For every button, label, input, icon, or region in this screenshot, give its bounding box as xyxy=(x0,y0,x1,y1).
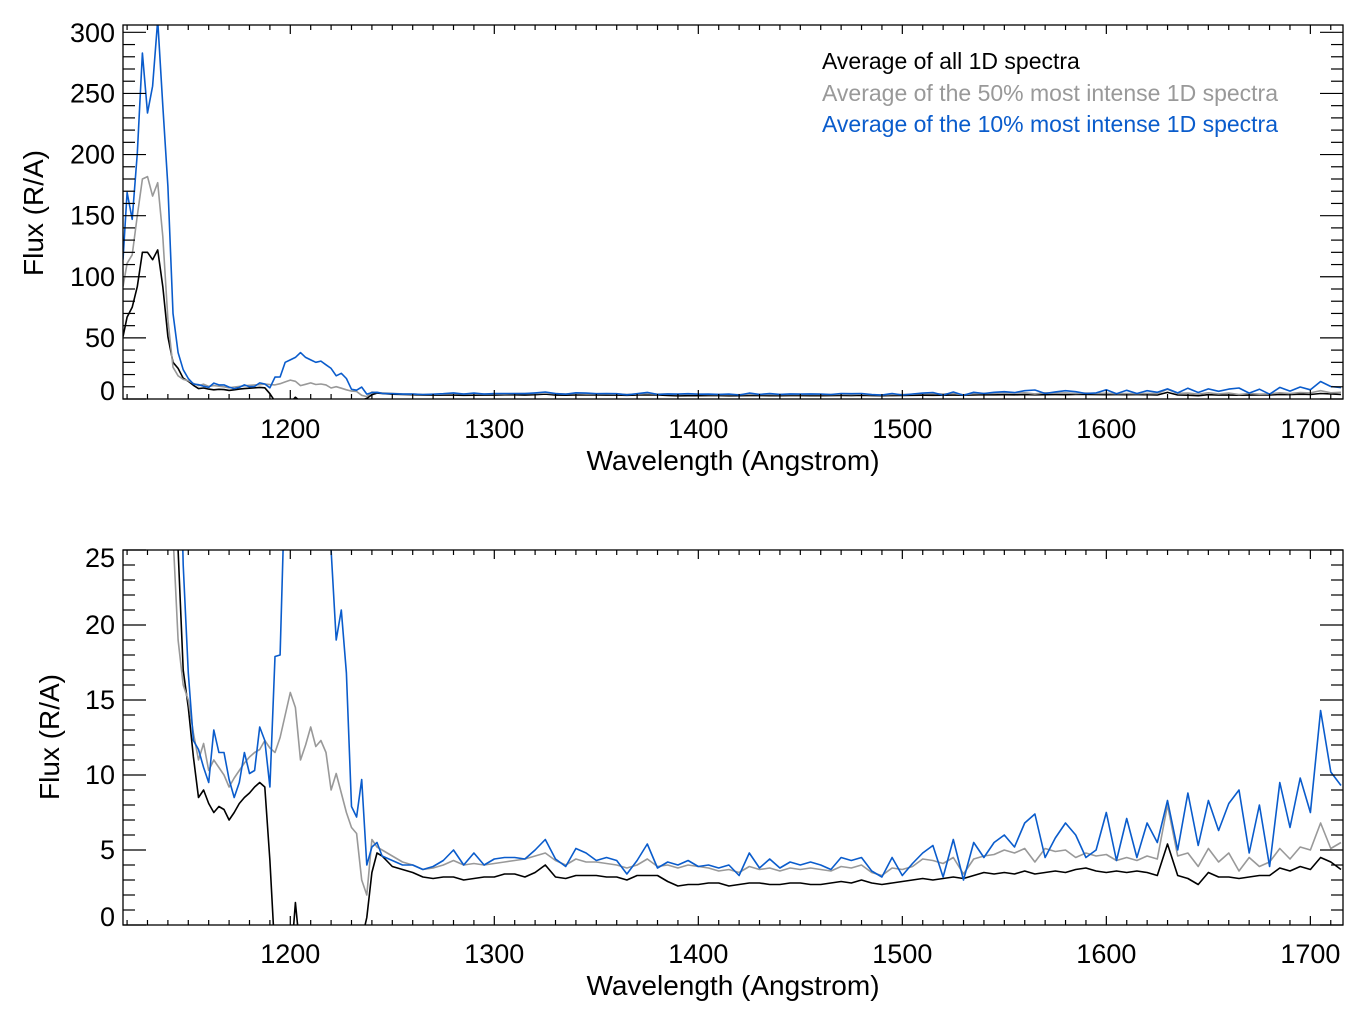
legend-item-all: Average of all 1D spectra xyxy=(822,48,1080,74)
x-axis-title: Wavelength (Angstrom) xyxy=(586,445,879,476)
series-line-all xyxy=(177,550,1342,925)
y-tick-label: 20 xyxy=(85,610,115,640)
x-tick-label: 1400 xyxy=(668,414,728,444)
series-line-p50 xyxy=(172,550,1342,896)
x-axis-title: Wavelength (Angstrom) xyxy=(586,970,879,1001)
y-tick-label: 0 xyxy=(100,902,115,932)
y-tick-label: 10 xyxy=(85,760,115,790)
x-tick-label: 1300 xyxy=(464,414,524,444)
x-tick-label: 1200 xyxy=(260,414,320,444)
series-line-p10 xyxy=(182,550,1342,881)
plot-frame xyxy=(122,24,1344,400)
y-tick-label: 200 xyxy=(70,140,115,170)
top-panel-full-range: Wavelength (Angstrom) Flux (R/A) 1200 130… xyxy=(18,18,1344,476)
x-tick-label: 1400 xyxy=(668,939,728,969)
x-tick-label: 1300 xyxy=(464,939,524,969)
series-line-p50 xyxy=(123,175,1342,398)
y-tick-label: 50 xyxy=(85,323,115,353)
y-tick-label: 100 xyxy=(70,262,115,292)
x-tick-label: 1200 xyxy=(260,939,320,969)
x-tick-label: 1700 xyxy=(1280,939,1340,969)
y-axis-title: Flux (R/A) xyxy=(34,674,65,800)
legend: Average of all 1D spectra Average of the… xyxy=(822,48,1278,137)
bottom-panel-zoomed: Wavelength (Angstrom) Flux (R/A) 1200 130… xyxy=(34,543,1344,1001)
y-tick-label: 5 xyxy=(100,835,115,865)
legend-item-10pct: Average of the 10% most intense 1D spect… xyxy=(822,111,1278,137)
y-tick-label: 150 xyxy=(70,201,115,231)
series-line-all xyxy=(123,249,1342,399)
x-tick-label: 1700 xyxy=(1280,414,1340,444)
legend-item-50pct: Average of the 50% most intense 1D spect… xyxy=(822,80,1278,106)
x-tick-label: 1500 xyxy=(872,939,932,969)
x-tick-label: 1600 xyxy=(1076,939,1136,969)
y-axis-title: Flux (R/A) xyxy=(18,150,49,276)
y-tick-label: 250 xyxy=(70,78,115,108)
x-tick-label: 1600 xyxy=(1076,414,1136,444)
y-tick-label: 0 xyxy=(100,376,115,406)
y-tick-label: 25 xyxy=(85,543,115,573)
series-line-p10 xyxy=(123,25,1342,397)
y-tick-label: 15 xyxy=(85,685,115,715)
y-tick-label: 300 xyxy=(70,18,115,48)
x-tick-label: 1500 xyxy=(872,414,932,444)
plot-frame xyxy=(122,549,1344,926)
